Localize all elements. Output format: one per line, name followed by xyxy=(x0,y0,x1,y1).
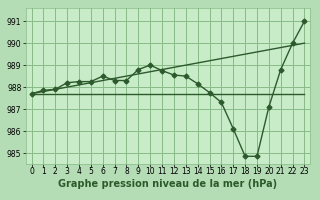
X-axis label: Graphe pression niveau de la mer (hPa): Graphe pression niveau de la mer (hPa) xyxy=(59,179,277,189)
